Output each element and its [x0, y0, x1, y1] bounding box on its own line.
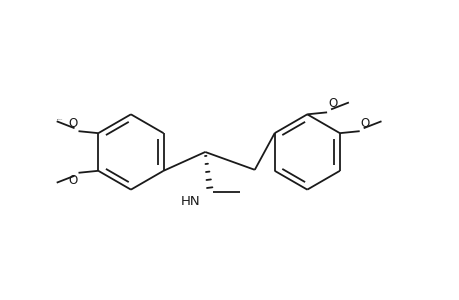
Text: O: O [360, 117, 369, 130]
Text: HN: HN [180, 195, 200, 208]
Text: methoxy: methoxy [56, 119, 63, 120]
Text: O: O [68, 117, 78, 130]
Text: methyl: methyl [56, 118, 61, 119]
Text: O: O [68, 174, 78, 187]
Text: O: O [327, 98, 336, 110]
